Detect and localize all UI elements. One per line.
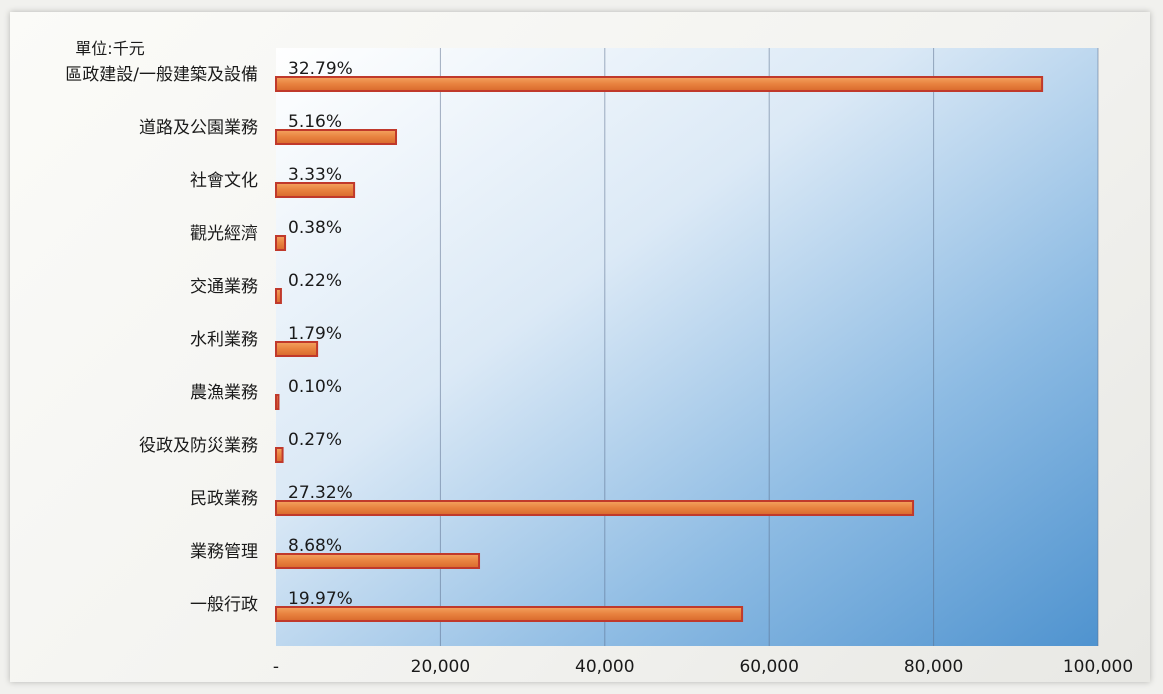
data-label: 0.22% <box>288 271 342 291</box>
x-tick-label: - <box>273 657 279 677</box>
bar <box>275 447 284 463</box>
bar <box>275 341 319 357</box>
category-label: 役政及防災業務 <box>139 436 258 456</box>
data-label: 0.10% <box>288 377 342 397</box>
bar <box>275 553 481 569</box>
x-tick-label: 20,000 <box>411 657 470 677</box>
category-label: 區政建設/一般建築及設備 <box>65 65 258 85</box>
data-label: 0.27% <box>288 430 342 450</box>
category-label: 交通業務 <box>190 277 258 297</box>
x-axis-ticks: - 20,000 40,000 60,000 80,000 100,000 <box>273 657 1133 677</box>
bar-chart: 單位:千元 區政建設/一般建築及設備 32.79% 道路及公園業務 5.16% 社會文化… <box>65 39 1133 677</box>
category-label: 道路及公園業務 <box>139 118 258 138</box>
category-label: 民政業務 <box>190 489 258 509</box>
data-label: 27.32% <box>288 483 353 503</box>
chart-frame: 單位:千元 區政建設/一般建築及設備 32.79% 道路及公園業務 5.16% 社會文化… <box>10 12 1150 682</box>
bar <box>275 235 287 251</box>
data-label: 5.16% <box>288 112 342 132</box>
bar <box>275 606 744 622</box>
category-label: 農漁業務 <box>190 383 258 403</box>
bar <box>275 288 282 304</box>
category-label: 業務管理 <box>190 542 258 562</box>
data-label: 32.79% <box>288 59 353 79</box>
category-label: 社會文化 <box>190 171 258 191</box>
category-label: 觀光經濟 <box>190 224 258 244</box>
gridlines <box>439 48 1099 646</box>
data-label: 0.38% <box>288 218 342 238</box>
bars: 區政建設/一般建築及設備 32.79% 道路及公園業務 5.16% 社會文化 3.33% 觀… <box>65 59 1044 622</box>
bar <box>275 182 356 198</box>
x-tick-label: 80,000 <box>904 657 963 677</box>
bar <box>275 394 280 410</box>
bar <box>275 76 1044 92</box>
data-label: 3.33% <box>288 165 342 185</box>
data-label: 19.97% <box>288 589 353 609</box>
category-label: 水利業務 <box>190 330 258 350</box>
x-tick-label: 100,000 <box>1063 657 1133 677</box>
data-label: 8.68% <box>288 536 342 556</box>
x-tick-label: 60,000 <box>739 657 798 677</box>
category-label: 一般行政 <box>190 595 258 615</box>
bar <box>275 129 398 145</box>
bar <box>275 500 915 516</box>
data-label: 1.79% <box>288 324 342 344</box>
x-tick-label: 40,000 <box>575 657 634 677</box>
plot-area <box>276 48 1098 646</box>
unit-label: 單位:千元 <box>75 39 144 58</box>
